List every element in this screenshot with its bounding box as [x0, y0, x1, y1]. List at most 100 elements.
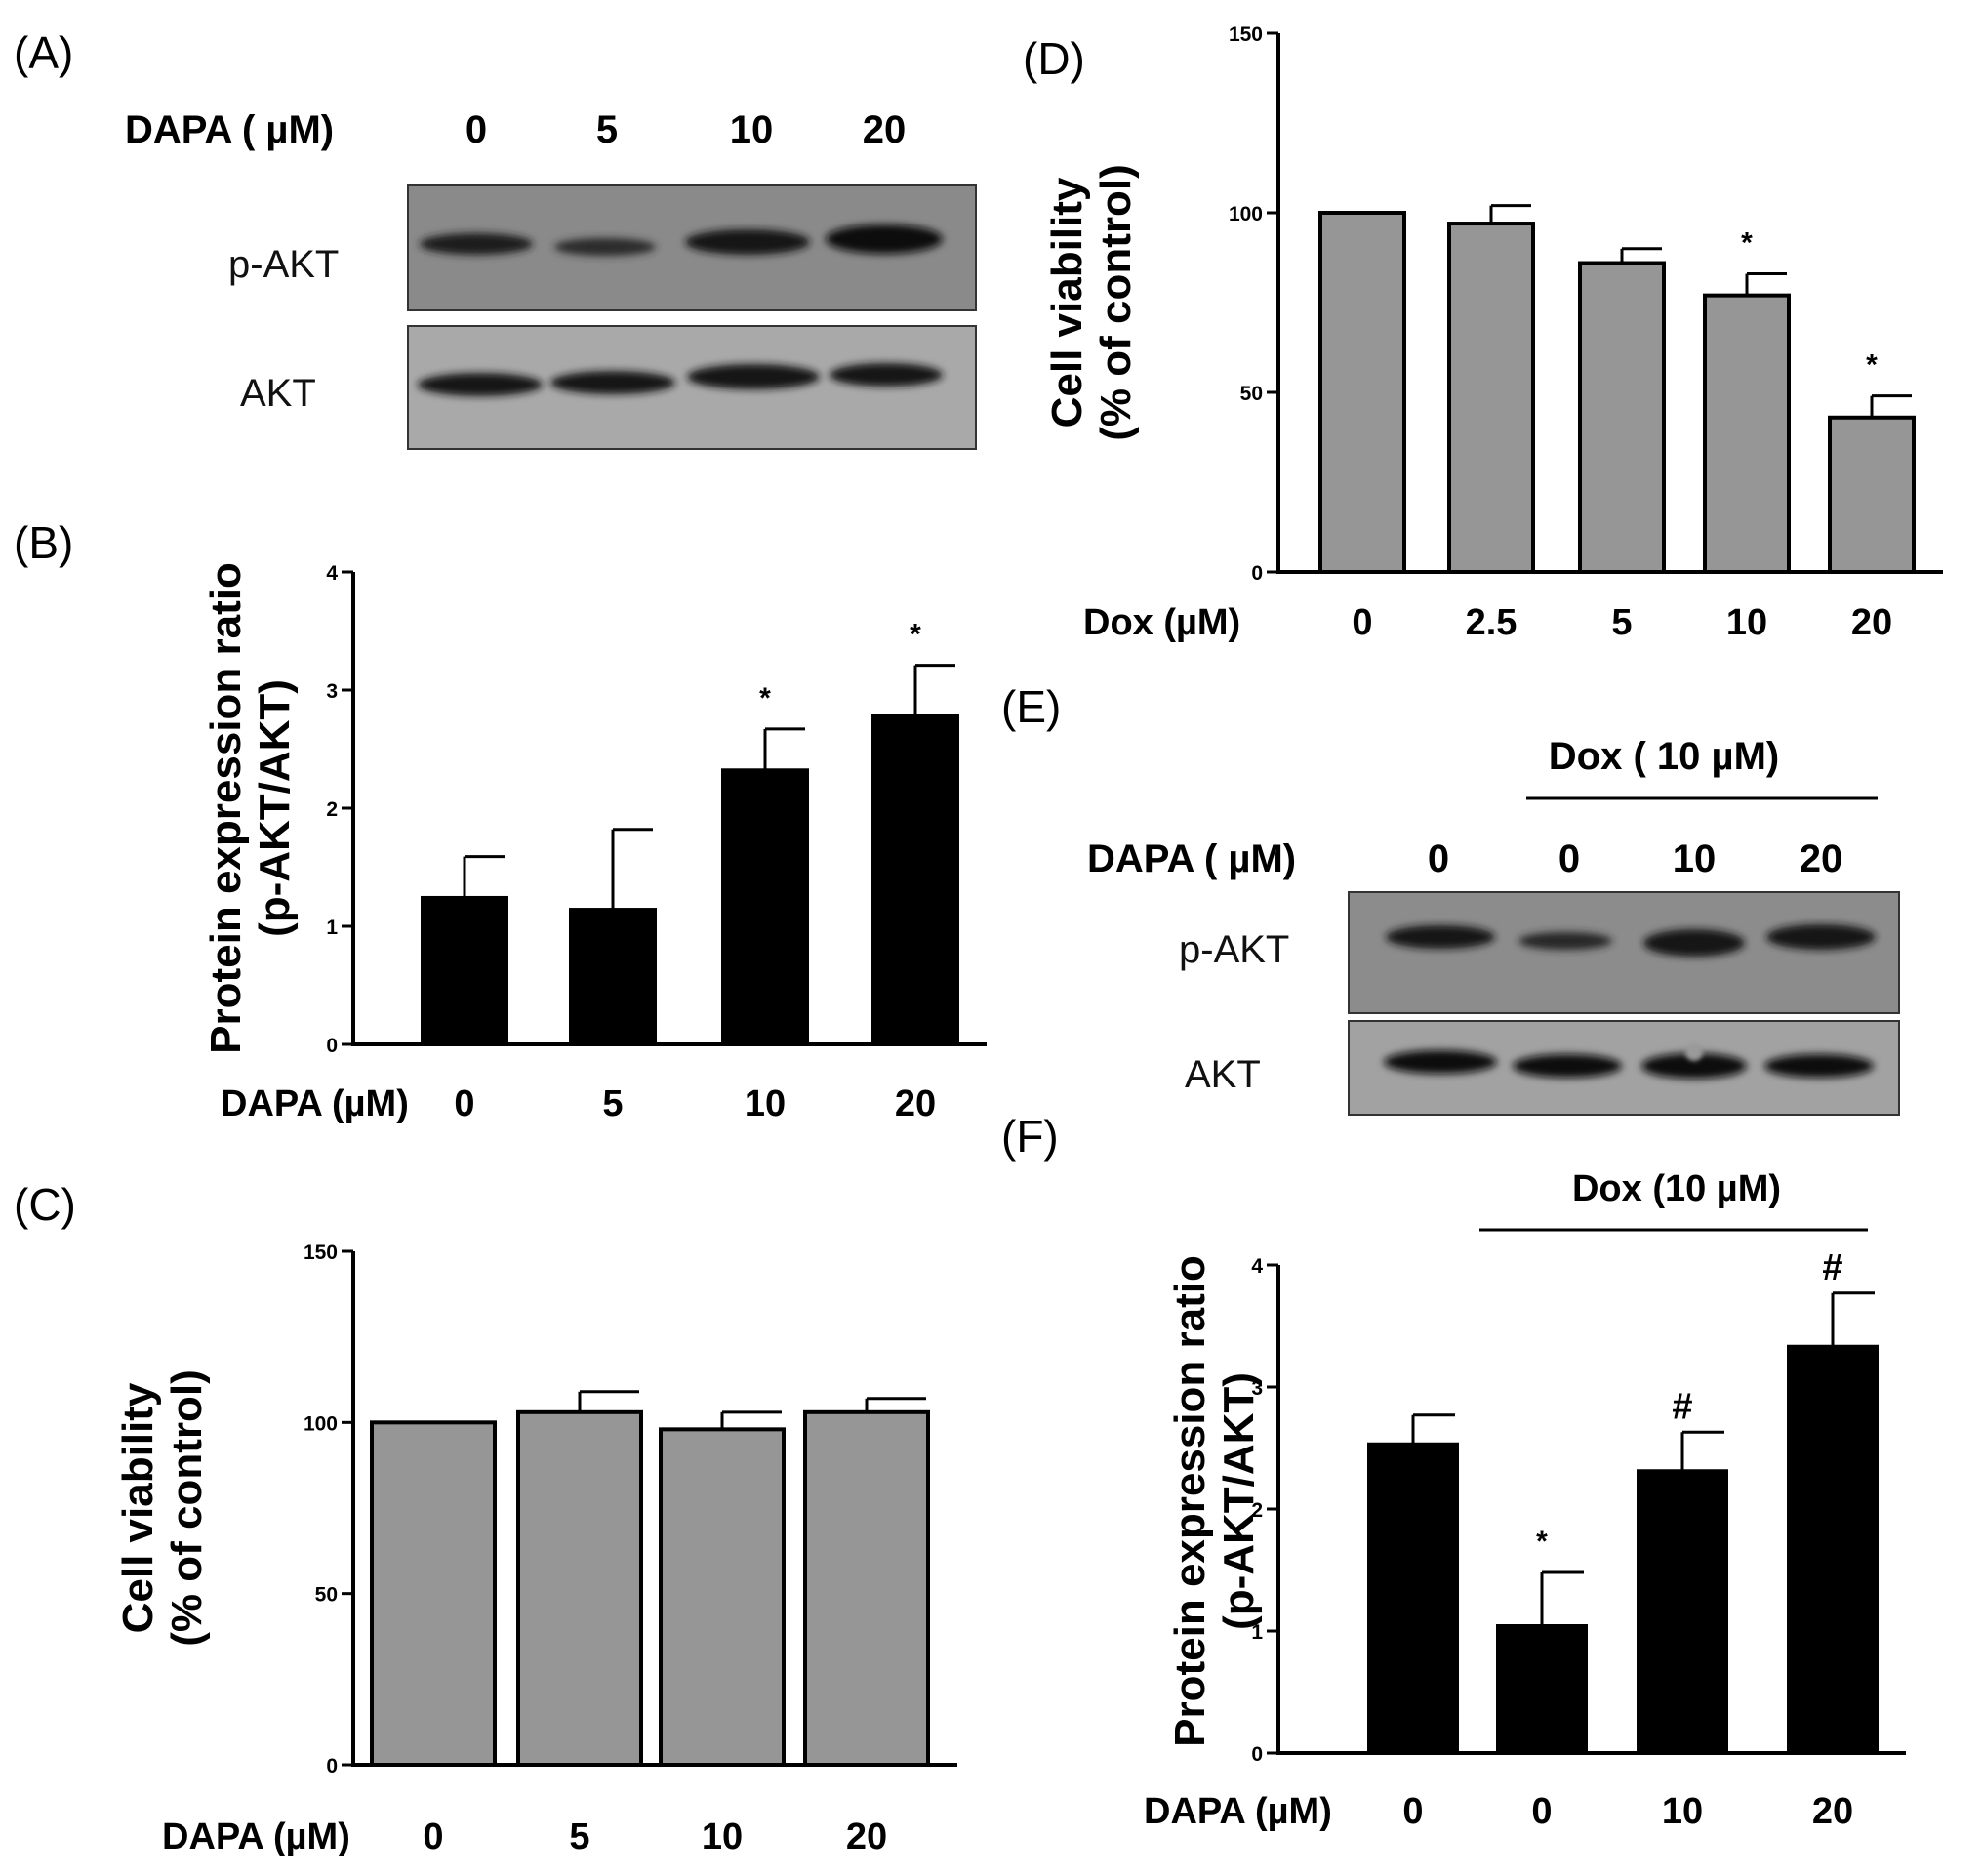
- blot-label-p-akt: p-AKT: [228, 243, 339, 286]
- panel-e: (E) Dox ( 10 µM) DAPA ( µM) 0 0 10 20 p-…: [1001, 681, 1900, 1116]
- y-tick-label: 0: [326, 1035, 338, 1057]
- blot-bands-akt: [1384, 1050, 1874, 1079]
- y-tick-label: 2: [1251, 1499, 1263, 1522]
- y-axis-title: (% of control): [1092, 164, 1140, 441]
- x-tick-label: 0: [1531, 1791, 1552, 1832]
- blot-label-akt: AKT: [1185, 1053, 1261, 1096]
- y-tick-label: 150: [304, 1242, 338, 1264]
- bar: [569, 908, 657, 1046]
- x-tick-label: 10: [1662, 1791, 1703, 1832]
- panel-f-dox-label: Dox (10 µM): [1572, 1168, 1781, 1209]
- x-tick-label: 10: [1726, 602, 1767, 643]
- y-tick-label: 3: [1251, 1377, 1263, 1400]
- x-tick-label: 5: [1611, 602, 1632, 643]
- significance-hash: #: [1822, 1247, 1842, 1288]
- panel-d-letter: (D): [1023, 33, 1085, 84]
- panel-b-letter: (B): [14, 517, 73, 568]
- y-axis-title: (% of control): [163, 1369, 211, 1647]
- panel-f-letter: (F): [1001, 1111, 1059, 1162]
- x-tick-label: 20: [1812, 1791, 1853, 1832]
- x-tick-label: 20: [846, 1816, 887, 1857]
- y-tick-label: 50: [315, 1584, 338, 1607]
- y-tick-label: 0: [1251, 562, 1263, 585]
- y-tick-label: 3: [326, 680, 338, 703]
- y-tick-label: 4: [326, 562, 338, 585]
- x-tick-label: 10: [745, 1083, 786, 1124]
- panel-e-dose: 20: [1800, 837, 1843, 880]
- bar: [1637, 1469, 1728, 1755]
- x-tick-label: 0: [1352, 602, 1372, 643]
- x-tick-label: 20: [1851, 602, 1892, 643]
- x-axis-title: DAPA (µM): [221, 1083, 409, 1124]
- y-axis-title: (p-AKT/AKT): [1215, 1372, 1263, 1630]
- blot-bands-akt: [418, 363, 943, 396]
- chart-b: 0 1 2 3 4 Protein expression ratio (p-AKT/AKT)…: [202, 562, 987, 1124]
- blot-bands-p-akt: [420, 224, 943, 256]
- bar: [659, 1427, 786, 1767]
- y-tick-label: 2: [326, 798, 338, 821]
- y-axis-title: Cell viability: [1043, 177, 1091, 428]
- bar: [1703, 293, 1791, 574]
- blot-bands-p-akt: [1386, 924, 1876, 957]
- x-axis-title: Dox (µM): [1083, 602, 1240, 643]
- bar: [1787, 1344, 1879, 1755]
- panel-a-dose: 0: [465, 108, 487, 151]
- y-axis-title: Protein expression ratio: [202, 562, 250, 1054]
- y-tick-label: 100: [304, 1412, 338, 1435]
- bar: [1578, 261, 1666, 574]
- bar: [1367, 1442, 1459, 1755]
- x-axis-title: DAPA (µM): [1144, 1791, 1332, 1832]
- bar: [803, 1409, 930, 1768]
- y-tick-label: 1: [326, 917, 338, 939]
- panel-a-letter: (A): [14, 27, 73, 78]
- bar: [1828, 415, 1916, 575]
- panel-a: (A) DAPA ( µM) 0 5 10 20 p-AKT AKT: [14, 27, 977, 450]
- panel-e-letter: (E): [1001, 681, 1061, 732]
- y-tick-label: 1: [1251, 1621, 1263, 1644]
- significance-star: *: [1741, 227, 1753, 260]
- panel-c-letter: (C): [14, 1179, 76, 1230]
- chart-c: 0 50 100 150 Cell viability (% of control) 0 5 1…: [114, 1242, 957, 1857]
- panel-e-dox-label: Dox ( 10 µM): [1549, 735, 1779, 778]
- significance-star: *: [1536, 1526, 1548, 1558]
- x-tick-label: 0: [1402, 1791, 1423, 1832]
- x-tick-label: 2.5: [1466, 602, 1518, 643]
- y-tick-label: 0: [1251, 1743, 1263, 1766]
- bar: [421, 895, 508, 1047]
- y-tick-label: 50: [1240, 383, 1263, 405]
- bar: [370, 1420, 497, 1768]
- x-tick-label: 20: [895, 1083, 936, 1124]
- blot-label-akt: AKT: [240, 372, 316, 415]
- blot-label-p-akt: p-AKT: [1179, 928, 1289, 971]
- x-axis-title: DAPA (µM): [162, 1816, 350, 1857]
- chart-f: 0 1 2 3 4 Protein expression ratio (p-AKT/AKT)…: [1144, 1247, 1906, 1832]
- y-tick-label: 4: [1251, 1255, 1263, 1278]
- blot-artifact: [1685, 1043, 1703, 1061]
- y-axis-title: Protein expression ratio: [1166, 1255, 1214, 1747]
- panel-a-dose: 20: [863, 108, 907, 151]
- panel-e-dose: 0: [1428, 837, 1449, 880]
- panel-a-dose-label: DAPA ( µM): [125, 108, 334, 151]
- x-tick-label: 5: [569, 1816, 589, 1857]
- bar: [1496, 1624, 1588, 1755]
- bar: [871, 714, 959, 1046]
- x-tick-label: 0: [454, 1083, 474, 1124]
- bar: [721, 768, 809, 1047]
- significance-hash: #: [1672, 1386, 1692, 1427]
- panel-e-dose: 0: [1558, 837, 1580, 880]
- panel-a-dose: 5: [596, 108, 618, 151]
- chart-d: 0 50 100 150 Cell viability (% of control) 0 2.…: [1043, 23, 1943, 643]
- y-axis-title: Cell viability: [114, 1382, 162, 1633]
- bar: [1318, 211, 1406, 574]
- significance-star: *: [1866, 349, 1878, 382]
- y-tick-label: 150: [1229, 23, 1263, 46]
- bar: [516, 1409, 643, 1768]
- x-tick-label: 5: [602, 1083, 623, 1124]
- y-tick-label: 100: [1229, 203, 1263, 225]
- panel-e-dose: 10: [1673, 837, 1717, 880]
- panel-a-dose: 10: [730, 108, 774, 151]
- bar: [1447, 222, 1535, 574]
- significance-star: *: [910, 619, 921, 651]
- x-tick-label: 0: [423, 1816, 443, 1857]
